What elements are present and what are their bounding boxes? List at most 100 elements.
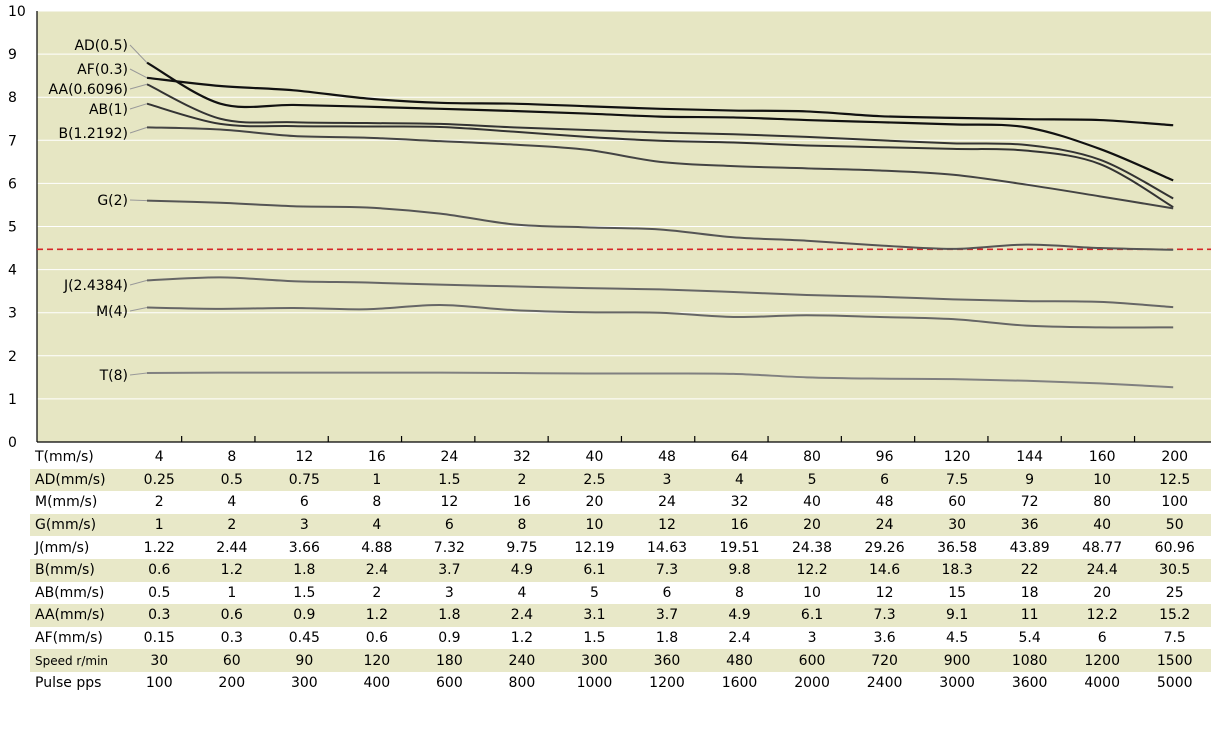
table-cell: 30 — [123, 649, 196, 672]
table-cell: 100 — [1161, 494, 1189, 511]
table-cell: 80 — [1093, 494, 1112, 511]
row-label: Speed r/min — [30, 649, 123, 672]
table-cell: 4.88 — [361, 539, 393, 556]
table-cell: 6 — [662, 584, 672, 601]
table-cell: 0.45 — [288, 630, 320, 647]
row-label: AD(mm/s) — [30, 468, 123, 492]
table-cell: 0.6 — [123, 558, 196, 582]
table-cell: 15 — [948, 584, 967, 601]
table-cell: 1.2 — [340, 604, 414, 627]
table-cell: 5 — [589, 584, 599, 601]
table-cell: 9.1 — [920, 604, 994, 627]
table-cell: 18 — [1020, 584, 1039, 601]
table-cell: 6 — [848, 468, 921, 492]
table-cell: 4 — [340, 513, 414, 537]
series-line — [146, 61, 1174, 182]
table-cell: 0.5 — [148, 584, 171, 601]
table-cell: 15.2 — [1138, 604, 1211, 627]
table-cell: 96 — [875, 449, 894, 466]
series-label: AF(0.3) — [77, 62, 128, 78]
table-cell: 1600 — [721, 675, 758, 692]
table-cell: 0.75 — [268, 468, 341, 492]
label-leader — [129, 199, 148, 202]
table-cell: 1080 — [993, 649, 1066, 672]
table-cell: 1200 — [649, 675, 685, 692]
table-cell: 80 — [803, 449, 821, 466]
table-cell: 20 — [1093, 584, 1112, 601]
table-cell: 400 — [363, 675, 391, 692]
table-cell: 8 — [372, 494, 382, 511]
row-label: T(mm/s) — [35, 449, 94, 466]
table-cell: 3.6 — [873, 630, 896, 647]
table-cell: 9 — [993, 468, 1066, 492]
table-row: AB(mm/s) 0.5 1 1.5 2 3 4 5 6 8 10 12 15 18 20 25 — [30, 582, 1211, 605]
table-cell: 6 — [1097, 630, 1107, 647]
table-cell: 4 — [154, 449, 164, 466]
row-label: AA(mm/s) — [30, 604, 123, 627]
table-cell: 90 — [268, 649, 341, 672]
series-label: AB(1) — [89, 102, 128, 118]
torque-speed-chart: 0 1 2 3 4 5 6 7 8 9 10 AD(0.5) AF(0.3) AA(0.6096) AB(1… — [8, 4, 1211, 451]
table-row: AA(mm/s) 0.3 0.6 0.9 1.2 1.8 2.4 3.1 3.7 4.9 6.1 7.… — [30, 604, 1211, 627]
table-cell: 12 — [440, 494, 459, 511]
table-row: AD(mm/s) 0.25 0.5 0.75 1 1.5 2 2.5 3 4 5 6 7.5 9 10 12.… — [30, 468, 1211, 492]
table-cell: 10 — [803, 584, 821, 601]
table-cell: 7.32 — [433, 539, 465, 556]
table-cell: 4000 — [1084, 675, 1120, 692]
table-cell: 24 — [848, 513, 921, 537]
table-cell: 43.89 — [1009, 539, 1050, 556]
table-cell: 900 — [920, 649, 994, 672]
row-label: AF(mm/s) — [35, 630, 103, 647]
table-row: Speed r/min 30 60 90 120 180 240 300 360 480 600 72… — [30, 649, 1211, 672]
series-line — [146, 303, 1174, 329]
table-cell: 180 — [413, 649, 486, 672]
y-tick-label: 2 — [8, 349, 17, 365]
table-cell: 48 — [875, 494, 894, 511]
table-cell: 1200 — [1065, 649, 1139, 672]
row-label: B(mm/s) — [30, 558, 123, 582]
y-tick-label: 3 — [8, 306, 17, 322]
table-cell: 12.19 — [574, 539, 615, 556]
table-cell: 160 — [1088, 449, 1116, 466]
table-cell: 6.1 — [775, 604, 849, 627]
table-cell: 1.5 — [583, 630, 606, 647]
table-cell: 60 — [195, 649, 269, 672]
y-tick-label: 4 — [8, 263, 17, 279]
table-cell: 24.4 — [1065, 558, 1139, 582]
table-cell: 2.4 — [340, 558, 414, 582]
table-cell: 24 — [658, 494, 676, 511]
table-cell: 0.3 — [123, 604, 196, 627]
table-cell: 3.7 — [413, 558, 486, 582]
table-cell: 120 — [943, 449, 971, 466]
table-cell: 1500 — [1138, 649, 1211, 672]
y-tick-label: 1 — [8, 392, 17, 408]
table-cell: 24.38 — [792, 539, 833, 556]
table-cell: 6 — [413, 513, 486, 537]
table-cell: 0.3 — [220, 630, 243, 647]
table-cell: 3 — [807, 630, 817, 647]
table-cell: 4 — [703, 468, 776, 492]
y-tick-label: 5 — [8, 220, 17, 236]
table-cell: 480 — [703, 649, 776, 672]
table-cell: 36 — [993, 513, 1066, 537]
series-line — [146, 371, 1174, 389]
table-cell: 3 — [444, 584, 454, 601]
table-cell: 20 — [585, 494, 604, 511]
table-cell: 3600 — [1011, 675, 1048, 692]
table-cell: 72 — [1020, 494, 1039, 511]
table-cell: 10 — [558, 513, 631, 537]
label-leader — [129, 372, 148, 376]
table-cell: 16 — [367, 449, 386, 466]
label-leader — [129, 103, 148, 110]
table-cell: 2.5 — [558, 468, 631, 492]
table-cell: 12 — [630, 513, 704, 537]
y-tick-label: 8 — [8, 90, 17, 106]
table-row: AF(mm/s) 0.15 0.3 0.45 0.6 0.9 1.2 1.5 1.8 2.4 3 3.… — [30, 627, 1211, 650]
table-cell: 60.96 — [1154, 539, 1195, 556]
table-cell: 3.66 — [288, 539, 320, 556]
table-cell: 1 — [227, 584, 237, 601]
y-tick-label: 10 — [8, 4, 26, 20]
table-cell: 4.9 — [703, 604, 776, 627]
table-cell: 8 — [227, 449, 237, 466]
table-cell: 14.63 — [646, 539, 688, 556]
